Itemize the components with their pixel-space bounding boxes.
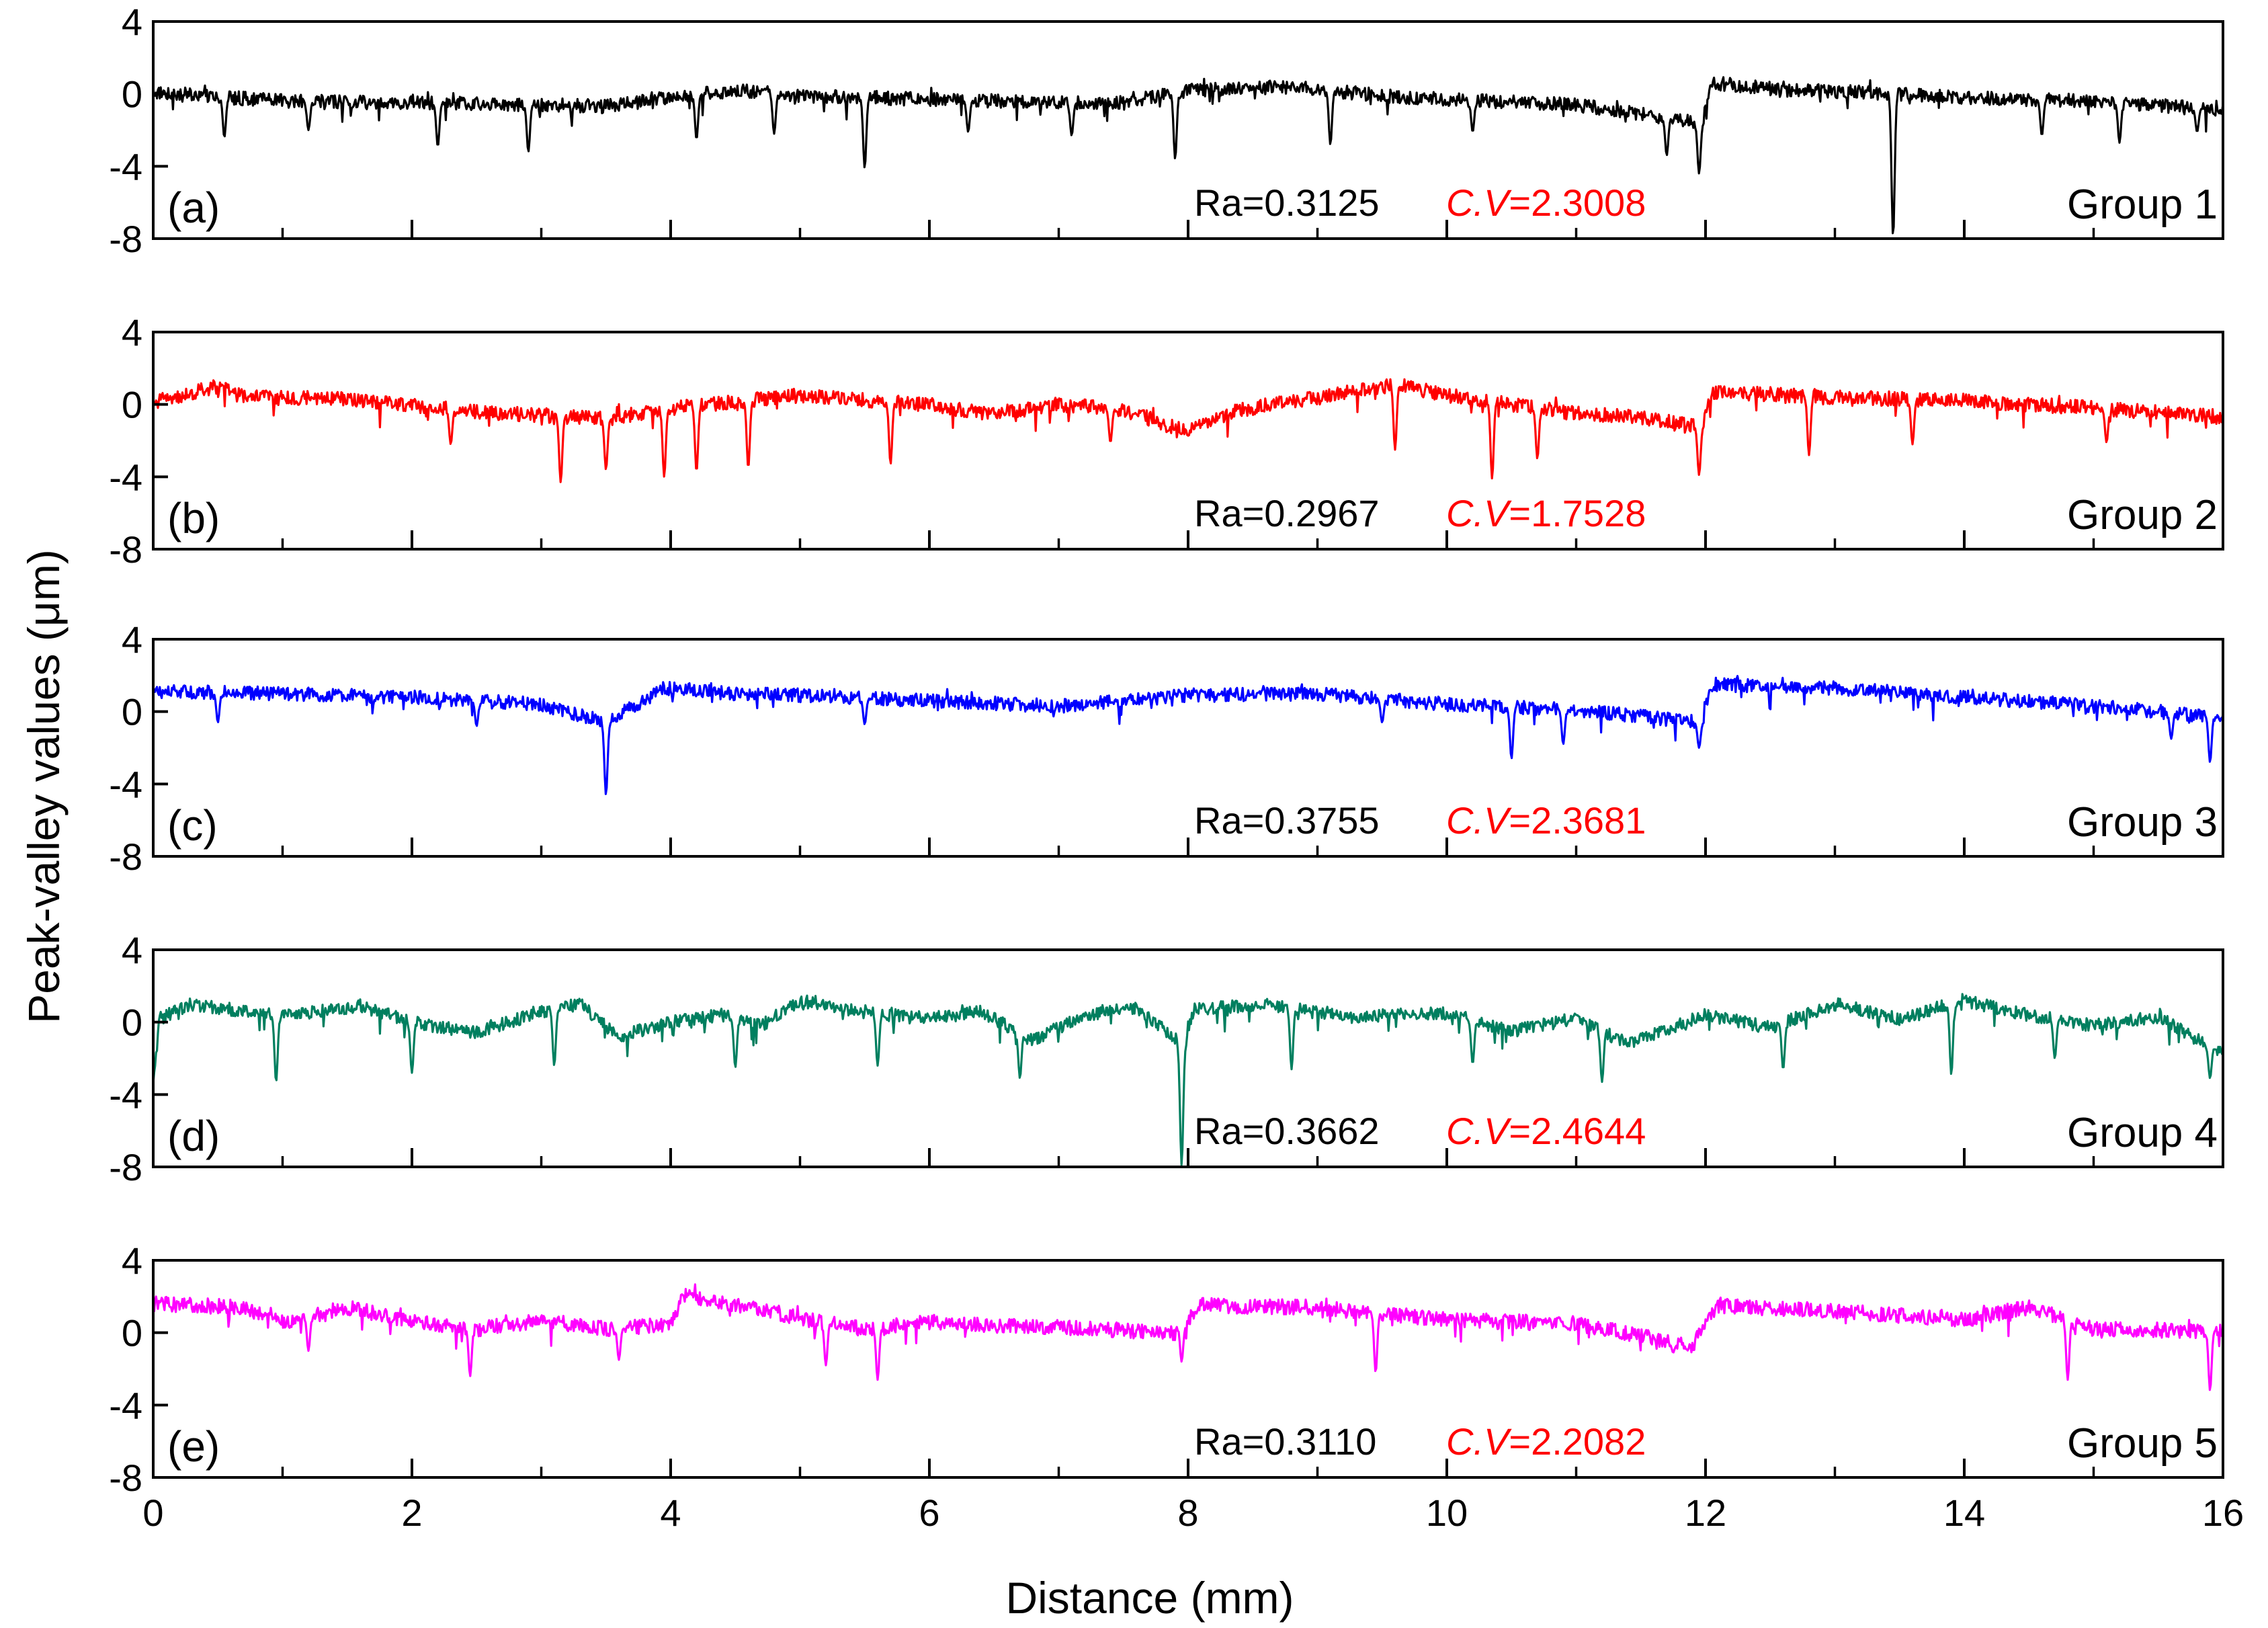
cv-value: C.V=2.2082 — [1446, 1420, 1646, 1463]
x-tick-label: 6 — [919, 1492, 939, 1534]
x-tick-label: 8 — [1177, 1492, 1198, 1534]
plot-frame — [152, 20, 2224, 240]
y-tick-label: 4 — [122, 618, 142, 661]
y-tick-label: -8 — [109, 1146, 142, 1188]
y-tick-label: 0 — [122, 1002, 142, 1044]
profile-line-group-3 — [152, 675, 2224, 795]
y-tick-label: 0 — [122, 73, 142, 116]
cv-symbol: C.V — [1446, 492, 1512, 534]
ra-value: Ra=0.3662 — [1194, 1110, 1380, 1152]
y-tick-label: -4 — [109, 763, 142, 805]
cv-value: C.V=2.3008 — [1446, 181, 1646, 224]
x-tick-label: 0 — [142, 1492, 163, 1534]
cv-value: C.V=2.4644 — [1446, 1110, 1646, 1152]
y-tick-label: 0 — [122, 1312, 142, 1354]
cv-number: =2.2082 — [1509, 1420, 1646, 1463]
plot-frame — [152, 948, 2224, 1168]
panel-letter: (c) — [167, 801, 218, 850]
plot-frame — [152, 1259, 2224, 1479]
y-tick-label: -4 — [109, 456, 142, 498]
group-label: Group 5 — [2067, 1420, 2218, 1467]
profile-panel-2: 4 0 -4 -8 (b) Ra=0.2967 C.V=1.7528 Group 2 — [109, 311, 2224, 571]
y-tick-label: 4 — [122, 1, 142, 43]
y-tick-label: -4 — [109, 1384, 142, 1426]
panel-letter: (e) — [167, 1422, 220, 1471]
profile-panel-1: 4 0 -4 -8 (a) Ra=0.3125 C.V=2.3008 Group 1 — [109, 1, 2224, 260]
x-tick-label: 12 — [1685, 1492, 1726, 1534]
y-tick-label: 0 — [122, 691, 142, 733]
panel-letter: (a) — [167, 184, 220, 232]
ra-value: Ra=0.3110 — [1194, 1420, 1376, 1463]
cv-number: =2.3681 — [1509, 799, 1646, 842]
y-tick-label: -8 — [109, 218, 142, 260]
panel-letter: (b) — [167, 494, 220, 542]
y-tick-label: -8 — [109, 1457, 142, 1499]
y-tick-label: 4 — [122, 1239, 142, 1282]
group-label: Group 2 — [2067, 492, 2218, 538]
cv-symbol: C.V — [1446, 799, 1512, 842]
ra-value: Ra=0.2967 — [1194, 492, 1380, 534]
cv-value: C.V=2.3681 — [1446, 799, 1646, 842]
ra-value: Ra=0.3755 — [1194, 799, 1380, 842]
y-tick-label: 0 — [122, 384, 142, 426]
cv-value: C.V=1.7528 — [1446, 492, 1646, 534]
y-tick-label: -8 — [109, 528, 142, 571]
x-tick-label: 16 — [2202, 1492, 2244, 1534]
cv-number: =2.4644 — [1509, 1110, 1646, 1152]
profile-panel-3: 4 0 -4 -8 (c) Ra=0.3755 C.V=2.3681 Group 3 — [109, 618, 2224, 878]
profile-line-group-2 — [152, 378, 2224, 483]
group-label: Group 4 — [2067, 1110, 2218, 1156]
profile-panel-4: 4 0 -4 -8 (d) Ra=0.3662 C.V=2.4644 Group 4 — [109, 929, 2224, 1188]
profile-panel-5: 4 0 -4 -8 (e) Ra=0.3110 C.V=2.2082 Group 5 0 2 4 6 8… — [109, 1239, 2244, 1534]
x-axis-title: Distance (mm) — [1005, 1573, 1294, 1623]
x-tick-label: 14 — [1943, 1492, 1985, 1534]
panels-layer: 40-4-8(a) Ra=0.3125 C.V=2.3008 Group 140-4-… — [109, 1, 2244, 1534]
profile-line-group-1 — [152, 76, 2224, 235]
panel-letter: (d) — [167, 1112, 220, 1160]
cv-symbol: C.V — [1446, 1110, 1512, 1152]
y-tick-label: -4 — [109, 1073, 142, 1116]
profile-line-group-5 — [152, 1283, 2224, 1391]
cv-number: =2.3008 — [1509, 181, 1646, 224]
profile-line-group-4 — [152, 993, 2224, 1166]
x-tick-label: 4 — [660, 1492, 681, 1534]
group-label: Group 1 — [2067, 181, 2218, 228]
y-tick-label: -4 — [109, 145, 142, 188]
plot-frame — [152, 638, 2224, 858]
group-label: Group 3 — [2067, 799, 2218, 846]
y-axis-title: Peak-valley values (μm) — [19, 549, 69, 1024]
y-tick-label: -8 — [109, 836, 142, 878]
cv-symbol: C.V — [1446, 181, 1512, 224]
y-tick-label: 4 — [122, 929, 142, 971]
cv-symbol: C.V — [1446, 1420, 1512, 1463]
cv-number: =1.7528 — [1509, 492, 1646, 534]
x-tick-label: 10 — [1426, 1492, 1468, 1534]
ra-value: Ra=0.3125 — [1194, 181, 1380, 224]
x-tick-label: 2 — [401, 1492, 422, 1534]
y-tick-label: 4 — [122, 311, 142, 354]
